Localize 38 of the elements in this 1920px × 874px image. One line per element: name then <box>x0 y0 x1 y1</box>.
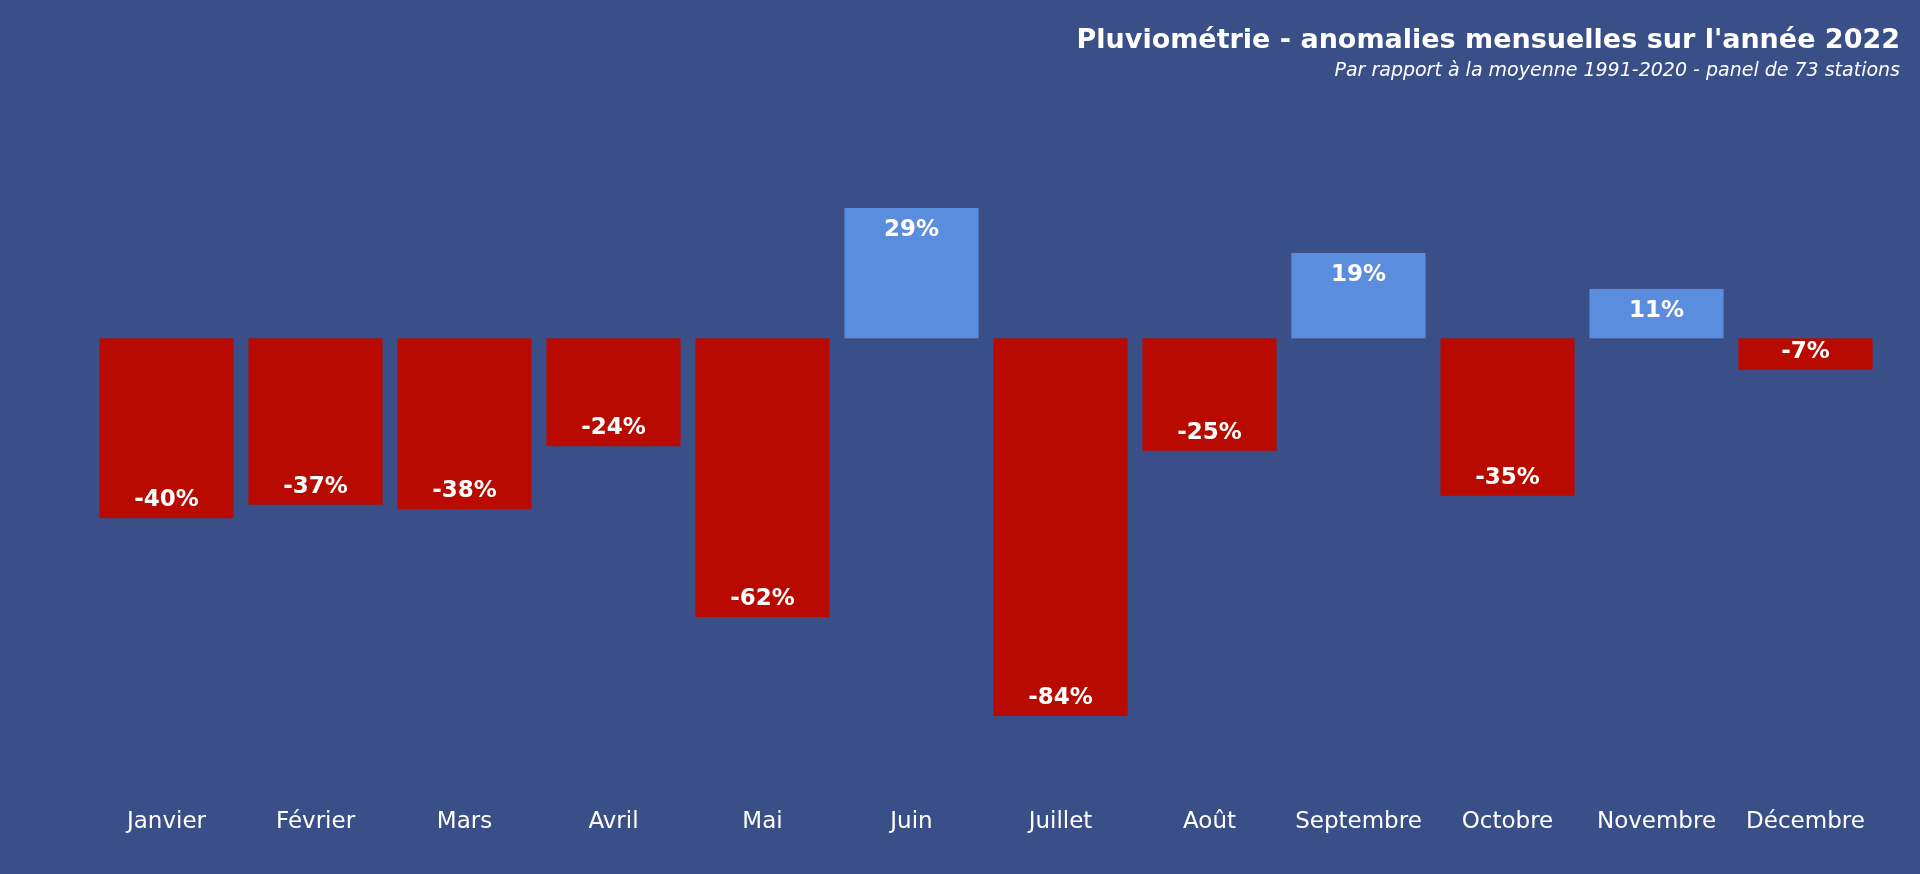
bar <box>1738 338 1873 370</box>
bar <box>248 338 383 505</box>
bar <box>695 338 830 618</box>
bar <box>1291 252 1426 339</box>
data-label: 29% <box>883 215 940 241</box>
bar <box>844 208 979 339</box>
bar <box>1142 338 1277 451</box>
bar <box>1440 338 1575 496</box>
data-label: -84% <box>1028 683 1093 709</box>
x-tick-label: Mai <box>742 807 783 833</box>
bar <box>546 338 681 447</box>
x-tick-label: Février <box>275 807 356 833</box>
data-label: -37% <box>283 471 348 498</box>
bar <box>993 338 1128 716</box>
chart-subtitle: Par rapport à la moyenne 1991-2020 - panel de 73 stations <box>1334 58 1901 80</box>
x-tick-label: Mars <box>436 807 493 833</box>
data-label: -7% <box>1781 336 1830 363</box>
x-tick-label: Octobre <box>1461 807 1554 833</box>
bar <box>99 338 234 519</box>
x-tick-label: Juillet <box>1026 807 1093 833</box>
x-tick-label: Août <box>1183 807 1236 833</box>
bar <box>397 338 532 510</box>
x-tick-label: Juin <box>888 807 933 833</box>
x-tick-label: Septembre <box>1295 807 1422 833</box>
data-label: 19% <box>1330 259 1387 286</box>
x-tick-label: Décembre <box>1746 807 1865 833</box>
x-tick-label: Avril <box>588 807 639 833</box>
chart-title: Pluviométrie - anomalies mensuelles sur l'année 2022 <box>1076 23 1900 54</box>
data-label: -38% <box>432 476 497 503</box>
bar <box>1589 288 1724 339</box>
x-tick-label: Novembre <box>1596 807 1717 833</box>
data-label: -24% <box>581 413 646 440</box>
data-label: -25% <box>1177 417 1242 444</box>
data-label: 11% <box>1628 295 1685 322</box>
data-label: -62% <box>730 584 795 611</box>
x-tick-label: Janvier <box>124 807 207 833</box>
data-label: -35% <box>1475 462 1540 489</box>
data-label: -40% <box>134 485 199 512</box>
